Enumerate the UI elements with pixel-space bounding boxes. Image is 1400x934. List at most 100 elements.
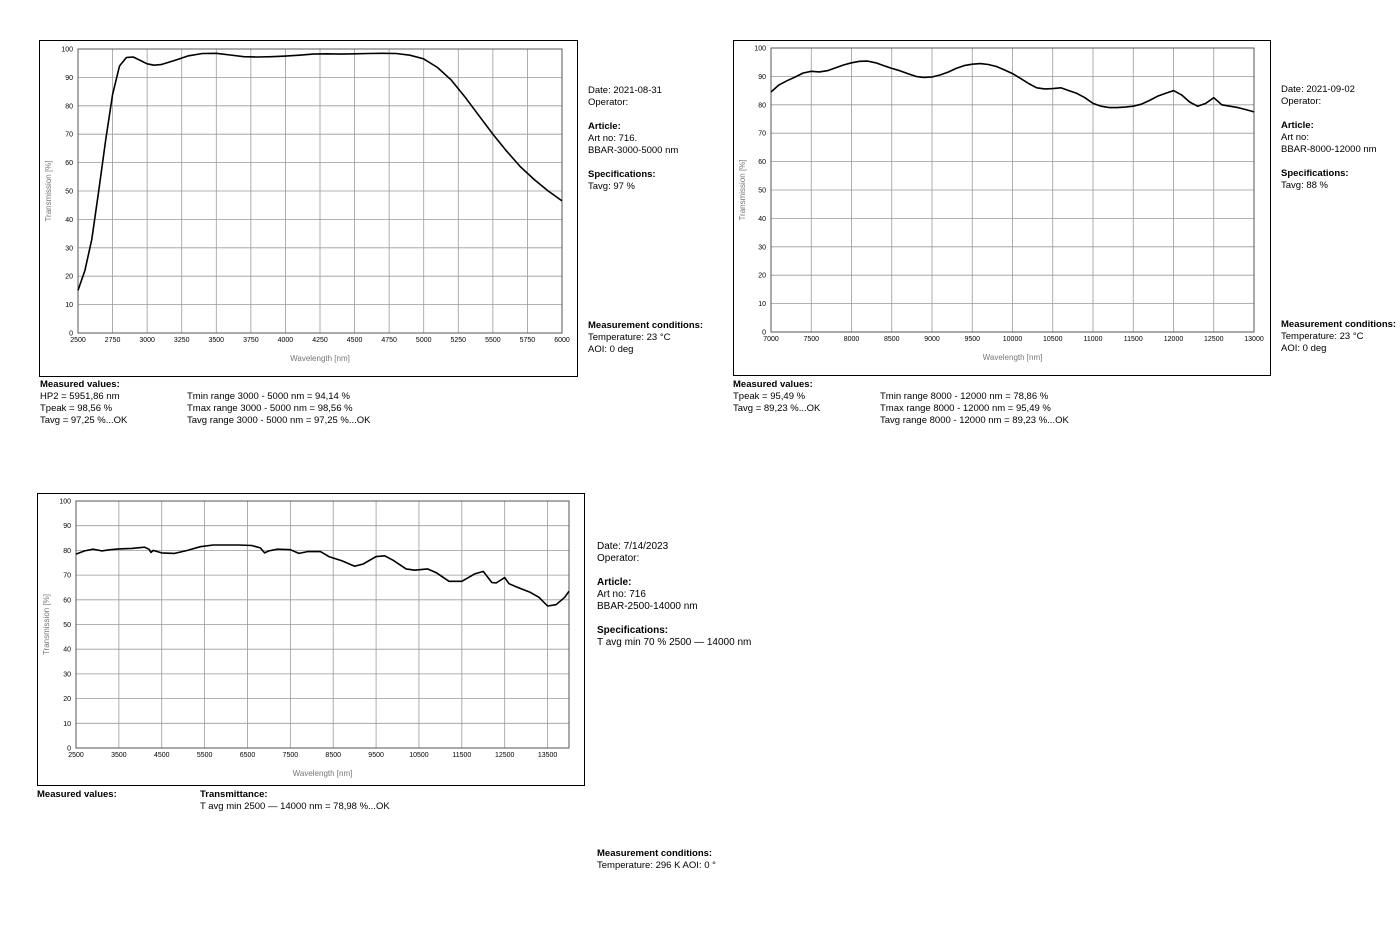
- date-text: Date: 2021-09-02: [1281, 84, 1355, 95]
- x-tick-label: 5500: [197, 752, 213, 759]
- x-tick-label: 12500: [495, 752, 515, 759]
- x-tick-label: 11500: [452, 752, 471, 759]
- x-tick-label: 4000: [278, 337, 294, 344]
- y-tick-label: 0: [762, 330, 766, 337]
- y-tick-label: 50: [63, 622, 71, 629]
- x-tick-label: 2500: [68, 752, 84, 759]
- chart-1-measured-right: Tmin range 3000 - 5000 nm = 94,14 % Tmax…: [187, 391, 371, 427]
- x-tick-label: 7000: [763, 336, 779, 343]
- x-tick-label: 5750: [520, 337, 536, 344]
- x-tick-label: 9500: [368, 752, 384, 759]
- y-axis-label: Transmission [%]: [42, 594, 51, 655]
- transmission-series-line: [75, 544, 570, 607]
- conditions-value: Temperature: 296 K AOI: 0 °: [597, 860, 716, 871]
- transmission-series-line: [77, 52, 563, 291]
- x-tick-label: 4250: [312, 337, 328, 344]
- spec-heading: Specifications:: [597, 625, 669, 636]
- y-tick-label: 30: [758, 244, 766, 251]
- y-tick-label: 40: [65, 217, 73, 224]
- date-text: Date: 7/14/2023: [597, 541, 669, 552]
- y-tick-label: 70: [758, 131, 766, 138]
- article-desc-text: BBAR-8000-12000 nm: [1281, 144, 1377, 155]
- chart-1-plot: 2500 2750 3000 3250 3500 3750 4000 4250 4500 4750…: [44, 47, 570, 364]
- y-tick-label: 30: [63, 671, 71, 678]
- chart-3-info: Date: 7/14/2023 Operator: Article: Art n…: [597, 541, 751, 649]
- x-tick-label: 12000: [1164, 336, 1184, 343]
- x-tick-label: 8500: [884, 336, 900, 343]
- y-tick-label: 60: [758, 159, 766, 166]
- x-tick-label: 4500: [347, 337, 363, 344]
- meas-conditions-heading: Measurement conditions:: [588, 320, 704, 331]
- x-axis-label: Wavelength [nm]: [290, 354, 350, 363]
- date-text: Date: 2021-08-31: [588, 85, 662, 96]
- chart-2-conditions: Measurement conditions: Temperature: 23 …: [1281, 319, 1396, 355]
- spec-value: Tavg: 97 %: [588, 181, 635, 192]
- x-tick-label: 2750: [105, 337, 121, 344]
- x-tick-label: 2500: [70, 337, 86, 344]
- measured-heading: Measured values:: [37, 789, 117, 800]
- measured-left-1: Tavg = 89,23 %...OK: [733, 403, 821, 414]
- y-tick-label: 10: [758, 301, 766, 308]
- y-tick-label: 100: [59, 499, 71, 506]
- chart-2-plot: 7000 7500 8000 8500 9000 9500 10000 10500 11000 1…: [738, 46, 1264, 363]
- chart-3-plot: 2500 3500 4500 5500 6500 7500 8500 9500 10500 115…: [42, 499, 570, 778]
- y-tick-label: 60: [65, 160, 73, 167]
- x-tick-label: 8500: [325, 752, 341, 759]
- x-tick-label: 4750: [381, 337, 397, 344]
- measured-right-2: Tavg range 8000 - 12000 nm = 89,23 %...O…: [880, 415, 1069, 426]
- chart-2-measured-right: Tmin range 8000 - 12000 nm = 78,86 % Tma…: [880, 391, 1069, 427]
- y-tick-label: 100: [61, 47, 73, 54]
- measured-left-1: Tpeak = 98,56 %: [40, 403, 113, 414]
- x-tick-label: 13000: [1244, 336, 1264, 343]
- meas-conditions-heading: Measurement conditions:: [1281, 319, 1397, 330]
- y-tick-label: 80: [65, 103, 73, 110]
- spec-value: Tavg: 88 %: [1281, 180, 1328, 191]
- chart-1-conditions: Measurement conditions: Temperature: 23 …: [588, 320, 703, 356]
- measured-right-1: Tmax range 3000 - 5000 nm = 98,56 %: [187, 403, 353, 414]
- x-tick-label: 3750: [243, 337, 259, 344]
- x-tick-label: 3500: [111, 752, 127, 759]
- measured-right-0: Tmin range 3000 - 5000 nm = 94,14 %: [187, 391, 350, 402]
- x-tick-label: 7500: [803, 336, 819, 343]
- plot-area-border: [75, 500, 570, 749]
- y-axis-label: Transmission [%]: [44, 160, 53, 221]
- y-tick-label: 20: [65, 274, 73, 281]
- y-tick-label: 10: [63, 721, 71, 728]
- aoi-text: AOI: 0 deg: [1281, 343, 1327, 354]
- chart-1-info: Date: 2021-08-31 Operator: Article: Art …: [588, 85, 678, 193]
- operator-text: Operator:: [1281, 96, 1322, 107]
- x-tick-label: 10000: [1003, 336, 1023, 343]
- chart-3-frame: 2500 3500 4500 5500 6500 7500 8500 9500 10500 115…: [37, 493, 585, 786]
- chart-1-frame: 2500 2750 3000 3250 3500 3750 4000 4250 4500 4750…: [39, 40, 578, 377]
- y-tick-label: 80: [63, 548, 71, 555]
- x-tick-label: 9000: [924, 336, 940, 343]
- y-tick-label: 70: [63, 573, 71, 580]
- x-tick-label: 13500: [538, 752, 558, 759]
- x-tick-label: 12500: [1204, 336, 1224, 343]
- measured-left-0: HP2 = 5951,86 nm: [40, 391, 120, 402]
- chart-3-transmittance: Transmittance: T avg min 2500 — 14000 nm…: [200, 789, 390, 813]
- x-tick-label: 3500: [208, 337, 224, 344]
- x-tick-label: 5500: [485, 337, 501, 344]
- x-tick-label: 3000: [139, 337, 155, 344]
- plot-area-border: [77, 48, 563, 334]
- y-tick-label: 50: [65, 189, 73, 196]
- art-no-text: Art no: 716: [597, 589, 646, 600]
- temperature-text: Temperature: 23 °C: [588, 332, 671, 343]
- y-tick-label: 80: [758, 102, 766, 109]
- measured-heading: Measured values:: [733, 379, 813, 390]
- x-tick-label: 11500: [1124, 336, 1143, 343]
- art-no-text: Art no: 716.: [588, 133, 638, 144]
- operator-text: Operator:: [597, 553, 640, 564]
- meas-conditions-heading: Measurement conditions:: [597, 848, 713, 859]
- y-tick-label: 40: [758, 216, 766, 223]
- x-tick-label: 6500: [240, 752, 256, 759]
- measured-heading: Measured values:: [40, 379, 120, 390]
- chart-2-measured: Measured values: Tpeak = 95,49 % Tavg = …: [733, 379, 820, 415]
- operator-text: Operator:: [588, 97, 629, 108]
- y-tick-label: 100: [754, 46, 766, 53]
- y-tick-label: 30: [65, 245, 73, 252]
- x-tick-label: 3250: [174, 337, 190, 344]
- spec-heading: Specifications:: [588, 169, 656, 180]
- measured-left-2: Tavg = 97,25 %...OK: [40, 415, 128, 426]
